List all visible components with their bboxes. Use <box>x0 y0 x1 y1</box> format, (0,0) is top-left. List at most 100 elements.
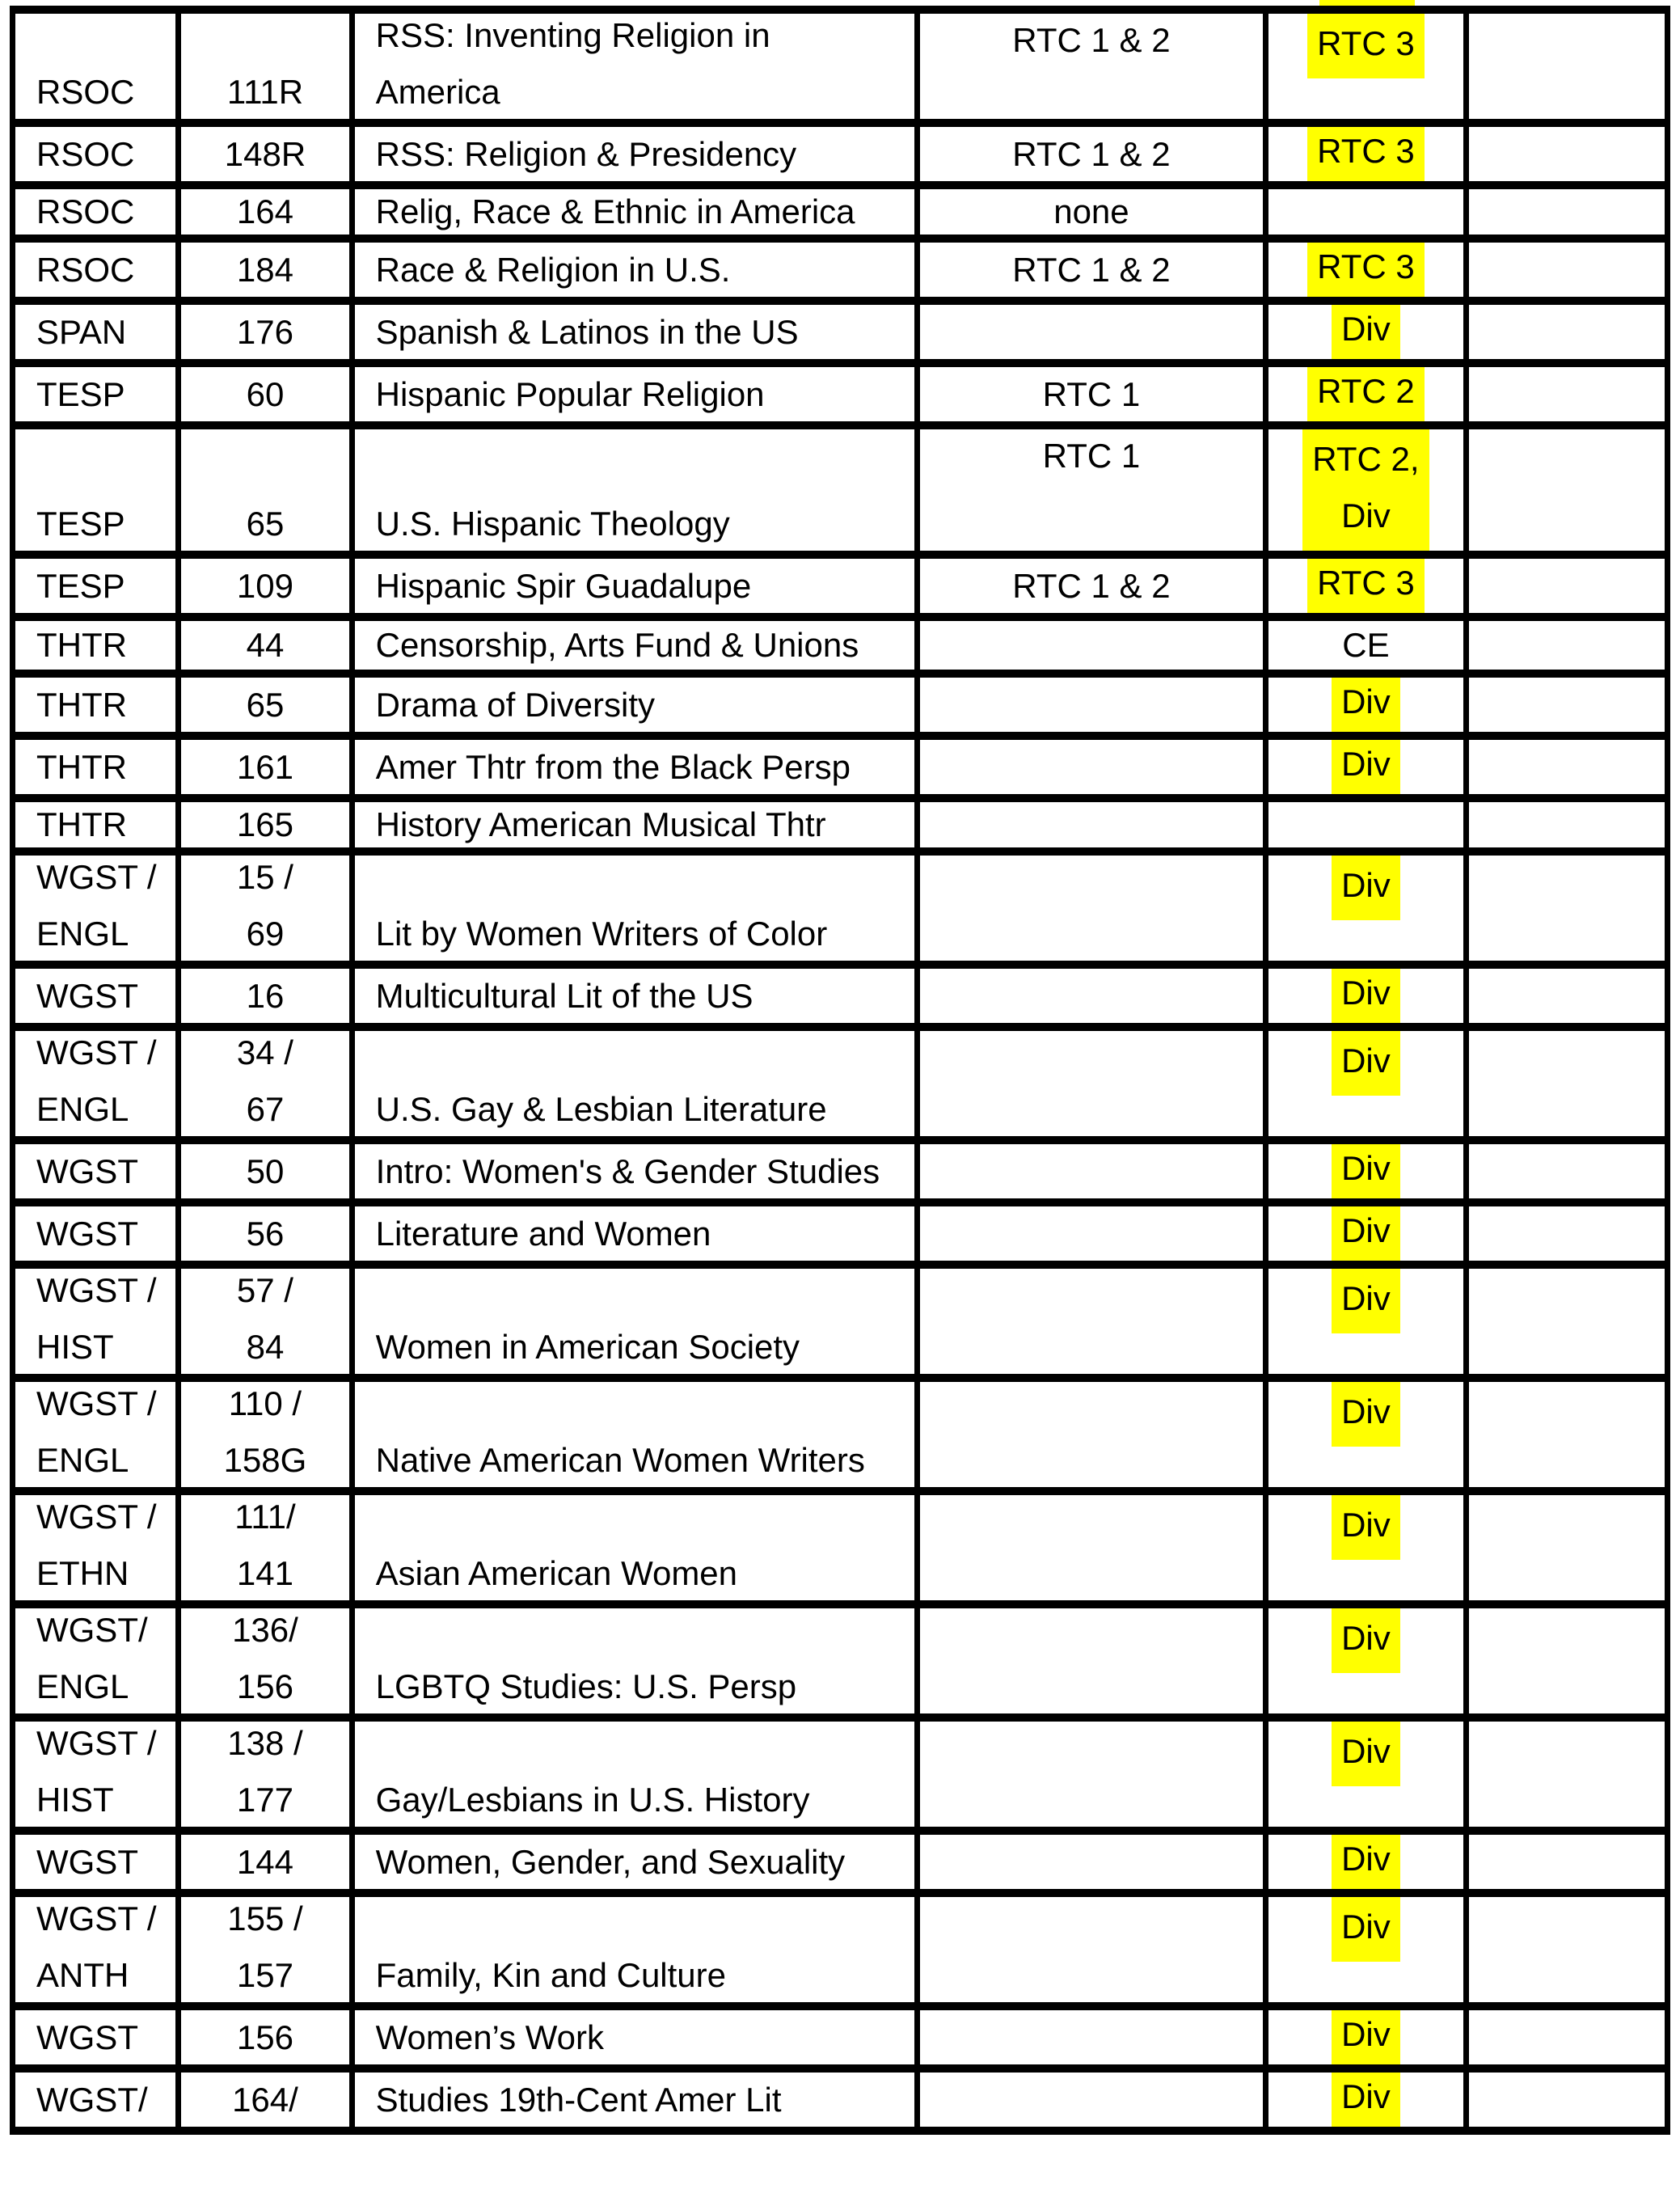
text-line: WGST <box>36 1151 138 1190</box>
table-row: WGST / ENGL 15 / 69 Lit by Women Writers of … <box>9 847 1671 969</box>
text-line: ENGL <box>36 915 129 953</box>
text-line: RTC 1 <box>1042 437 1141 475</box>
text-line: 65 <box>246 505 285 543</box>
cell-core-req-new: Div <box>1263 1023 1469 1144</box>
text-line: LGBTQ Studies: U.S. Persp <box>375 1667 797 1705</box>
cell-core-req-new: RTC 3 <box>1263 6 1469 127</box>
text-line: Native American Women Writers <box>375 1441 865 1479</box>
text-line: WGST / <box>36 1724 157 1762</box>
cell-core-req-new: RTC 3 <box>1263 551 1469 621</box>
cell-dept: TESP <box>9 551 182 621</box>
text-line: Race & Religion in U.S. <box>375 250 731 289</box>
text-line: TESP <box>36 505 125 543</box>
cell-core-req-current <box>914 1136 1269 1206</box>
cell-core-req-current: RTC 1 & 2 <box>914 119 1269 189</box>
text-line: RSS: Religion & Presidency <box>375 134 797 173</box>
cell-core-req-new: Div <box>1263 1374 1469 1495</box>
text-line: WGST <box>36 976 138 1015</box>
cell-course-title: Amer Thtr from the Black Persp <box>348 732 920 802</box>
cell-core-req-current <box>914 961 1269 1031</box>
cell-dept: SPAN <box>9 297 182 367</box>
cell-course-title: Censorship, Arts Fund & Unions <box>348 613 920 678</box>
highlighted-req-label: Div <box>1332 1269 1400 1333</box>
req-label: CE <box>1332 621 1399 670</box>
cell-notes-empty <box>1463 1023 1671 1144</box>
highlighted-req-label: RTC 3 <box>1307 243 1425 297</box>
cell-notes-empty <box>1463 1827 1671 1897</box>
cell-notes-empty <box>1463 732 1671 802</box>
text-line: 111R <box>226 73 304 111</box>
text-line: WGST <box>36 1214 138 1253</box>
cell-dept: WGST / ETHN <box>9 1487 182 1608</box>
cell-dept: THTR <box>9 670 182 740</box>
text-line: WGST / <box>36 858 157 896</box>
cell-dept: RSOC <box>9 6 182 127</box>
text-line: Women in American Society <box>375 1328 800 1366</box>
cell-core-req-new: Div <box>1263 1827 1469 1897</box>
cell-core-req-current: RTC 1 <box>914 359 1269 429</box>
cell-core-req-current <box>914 1261 1269 1382</box>
highlighted-req-label: Div <box>1332 969 1400 1023</box>
text-line: 57 / <box>236 1271 293 1309</box>
text-line: WGST / <box>36 1033 157 1071</box>
highlighted-req-label: Div <box>1332 1722 1400 1786</box>
text-line: Women, Gender, and Sexuality <box>375 1842 846 1881</box>
cell-dept: WGST <box>9 1198 182 1269</box>
text-line: RSOC <box>36 134 135 173</box>
cell-course-title: Hispanic Popular Religion <box>348 359 920 429</box>
text-line: Div <box>1341 2077 1391 2115</box>
text-line: 155 / <box>227 1899 303 1937</box>
text-line: Multicultural Lit of the US <box>375 976 753 1015</box>
text-line: Div <box>1341 1392 1391 1430</box>
table-row: WGST / ENGL 34 / 67 U.S. Gay & Lesbian Liter… <box>9 1023 1671 1144</box>
cell-notes-empty <box>1463 297 1671 367</box>
cell-notes-empty <box>1463 670 1671 740</box>
text-line: ENGL <box>36 1441 129 1479</box>
cell-core-req-new: Div <box>1263 1136 1469 1206</box>
cell-core-req-new: Div <box>1263 732 1469 802</box>
text-line: Div <box>1341 2015 1391 2053</box>
cell-dept: WGST <box>9 1827 182 1897</box>
text-line: 109 <box>236 566 293 605</box>
cell-dept: RSOC <box>9 119 182 189</box>
text-line: TESP <box>36 374 125 413</box>
cell-course-number: 34 / 67 <box>175 1023 355 1144</box>
highlighted-req-label: RTC 3 <box>1307 559 1425 613</box>
cell-core-req-new: Div <box>1263 2064 1469 2135</box>
text-line: RTC 3 <box>1317 132 1415 170</box>
text-line: 44 <box>246 626 285 664</box>
cell-course-number: 60 <box>175 359 355 429</box>
cell-dept: WGST / ENGL <box>9 847 182 969</box>
text-line: THTR <box>36 805 127 843</box>
cell-core-req-current: none <box>914 181 1269 243</box>
text-line: 141 <box>236 1554 293 1592</box>
cell-notes-empty <box>1463 1713 1671 1835</box>
table-row: WGST 156 Women’s Work Div <box>9 2002 1671 2073</box>
cell-notes-empty <box>1463 961 1671 1031</box>
text-line: 161 <box>236 747 293 786</box>
text-line: 156 <box>236 2018 293 2056</box>
text-line: Div <box>1341 1732 1391 1770</box>
cell-course-title: Spanish & Latinos in the US <box>348 297 920 367</box>
highlight-bleed-top <box>1319 0 1415 6</box>
text-line: HIST <box>36 1328 114 1366</box>
cell-core-req-current <box>914 2002 1269 2073</box>
table-row: THTR 165 History American Musical Thtr <box>9 794 1671 856</box>
cell-course-title: LGBTQ Studies: U.S. Persp <box>348 1600 920 1722</box>
cell-course-title: Drama of Diversity <box>348 670 920 740</box>
text-line: Asian American Women <box>375 1554 738 1592</box>
text-line: 65 <box>246 685 285 724</box>
cell-dept: TESP <box>9 421 182 559</box>
cell-core-req-current <box>914 1198 1269 1269</box>
text-line: RTC 2, <box>1312 440 1420 478</box>
cell-notes-empty <box>1463 119 1671 189</box>
cell-course-number: 148R <box>175 119 355 189</box>
highlighted-req-label: Div <box>1332 305 1400 359</box>
text-line: THTR <box>36 685 127 724</box>
cell-core-req-new: Div <box>1263 2002 1469 2073</box>
text-line: Censorship, Arts Fund & Unions <box>375 626 859 664</box>
cell-dept: TESP <box>9 359 182 429</box>
cell-course-number: 184 <box>175 235 355 305</box>
text-line: Hispanic Popular Religion <box>375 374 765 413</box>
cell-notes-empty <box>1463 1374 1671 1495</box>
